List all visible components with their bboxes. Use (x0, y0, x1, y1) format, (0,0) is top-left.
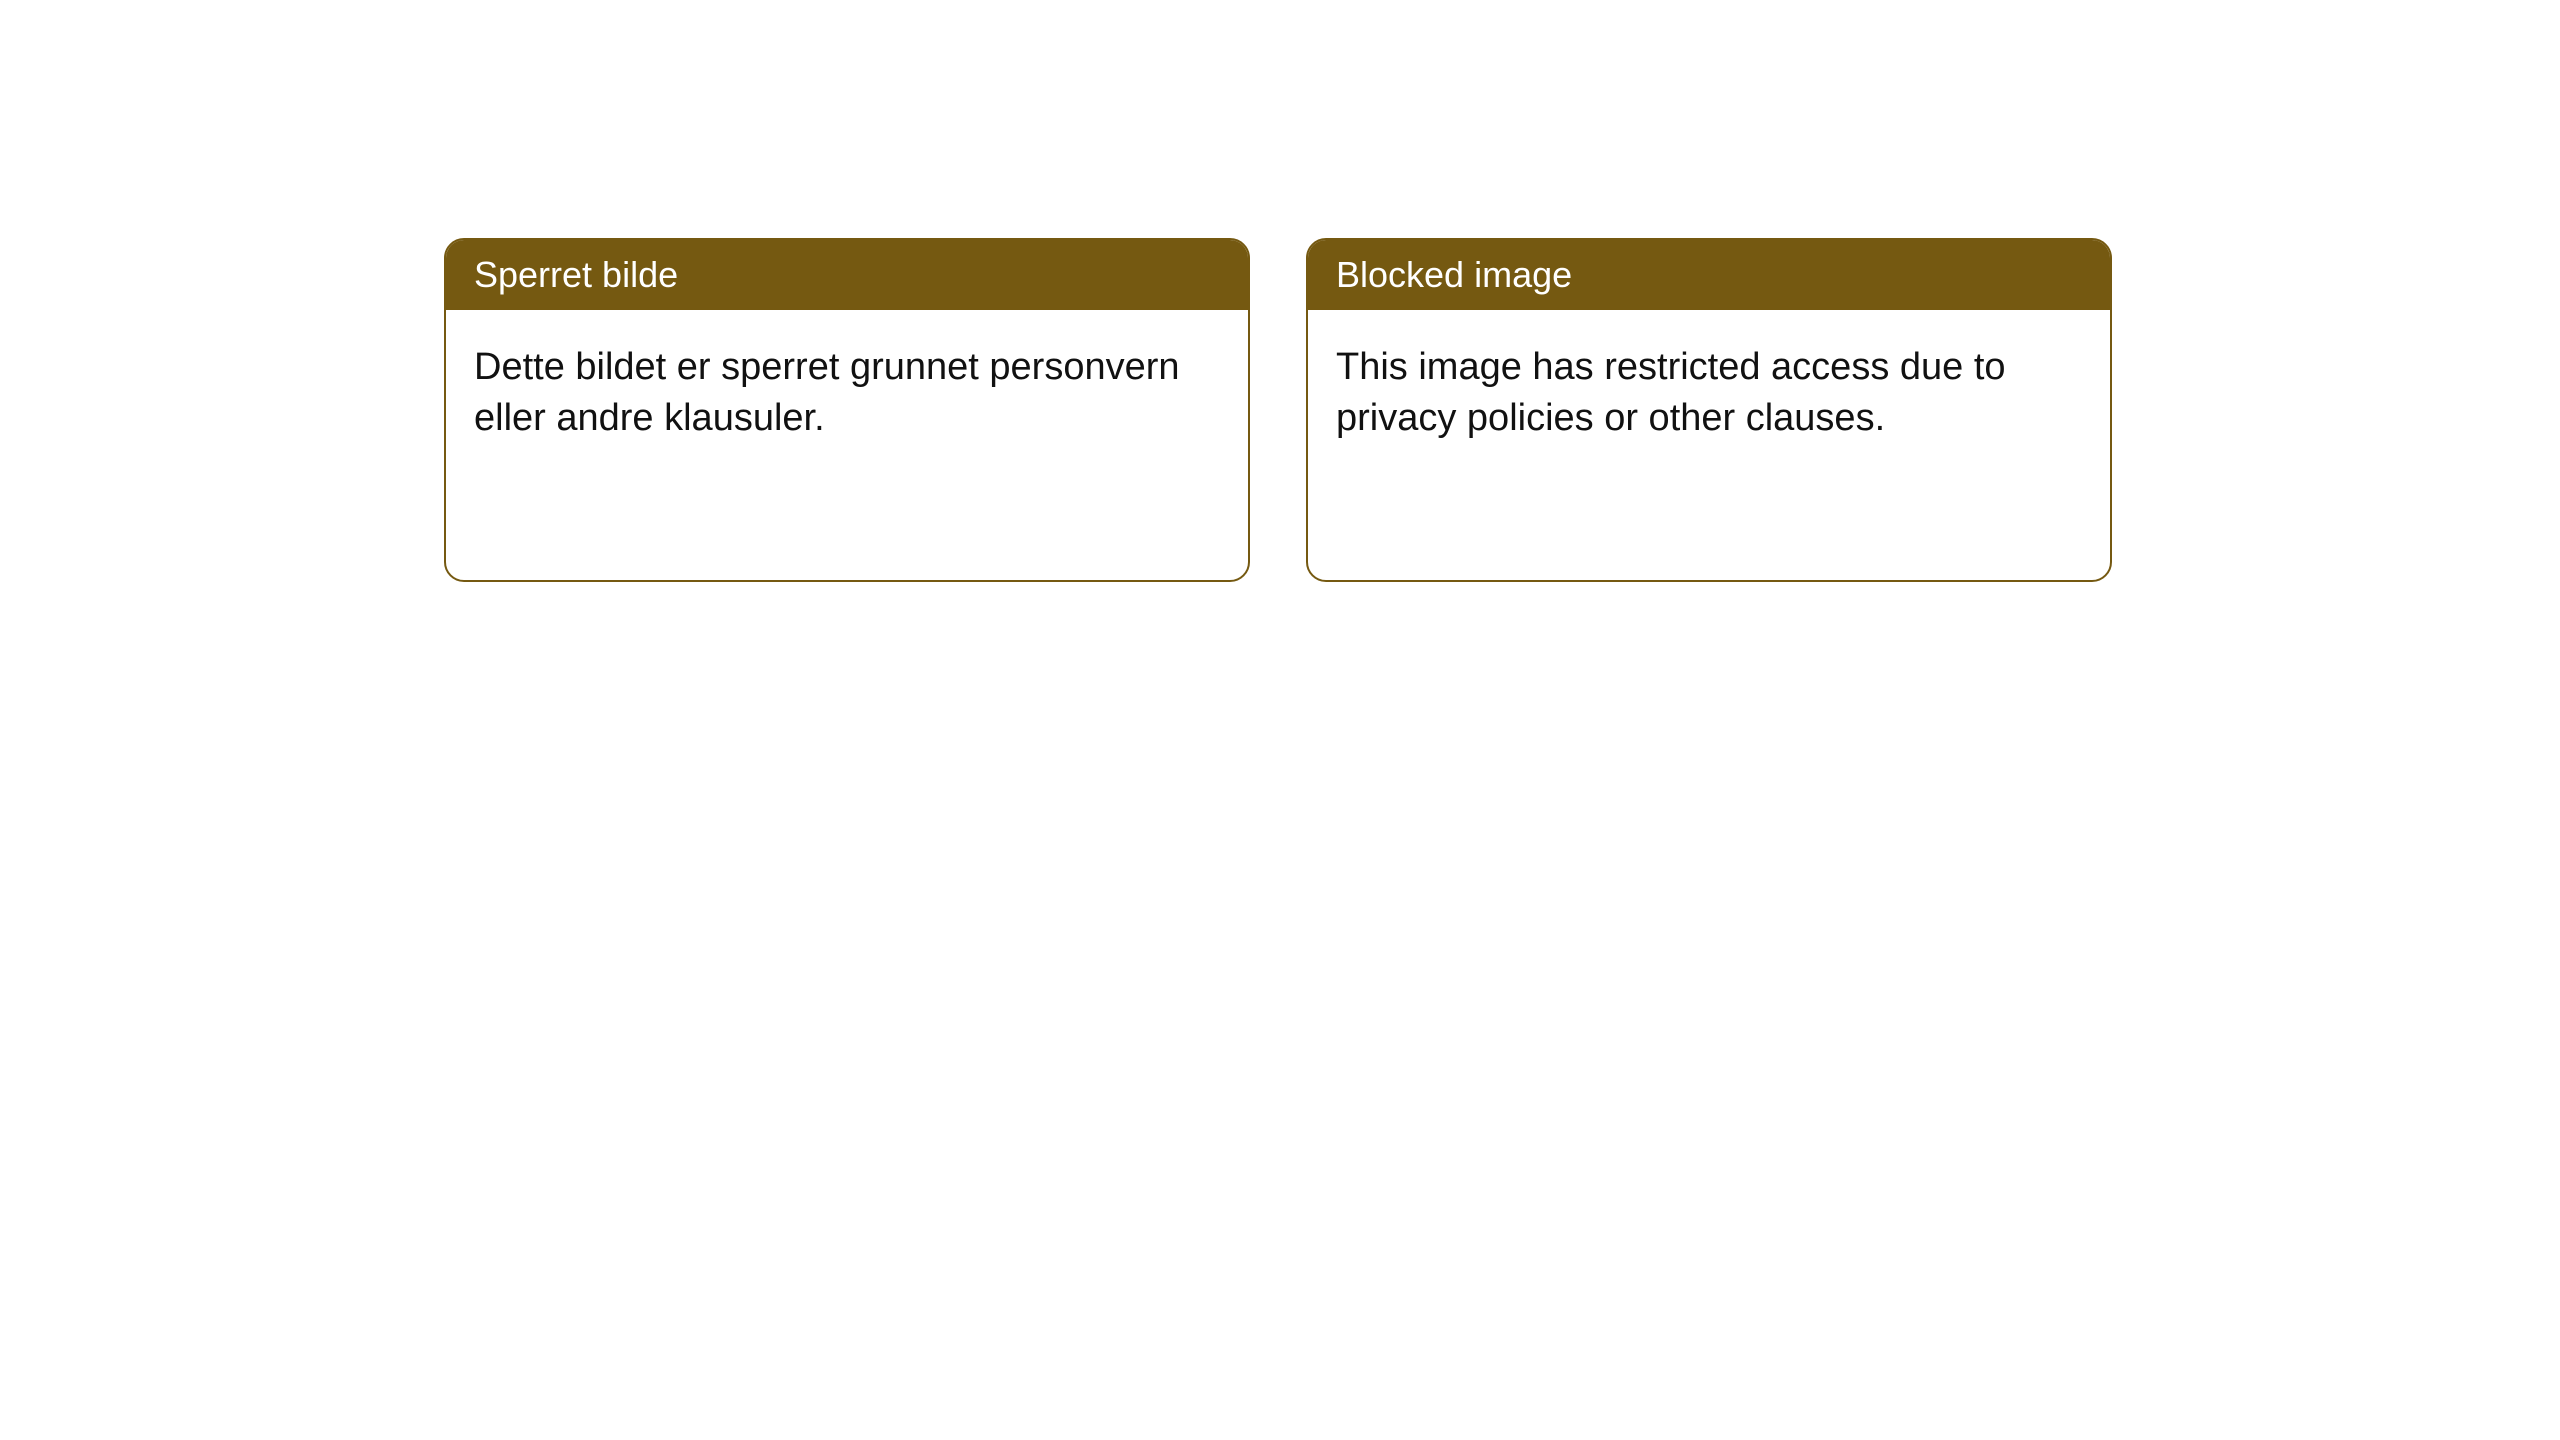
card-body-text-en: This image has restricted access due to … (1336, 346, 2006, 439)
card-header-en: Blocked image (1308, 240, 2110, 310)
card-body-en: This image has restricted access due to … (1308, 310, 2110, 580)
notice-card-en: Blocked image This image has restricted … (1306, 238, 2112, 582)
card-header-no: Sperret bilde (446, 240, 1248, 310)
card-body-text-no: Dette bildet er sperret grunnet personve… (474, 346, 1180, 439)
card-title-no: Sperret bilde (474, 254, 678, 295)
notice-cards-container: Sperret bilde Dette bildet er sperret gr… (444, 238, 2112, 582)
notice-card-no: Sperret bilde Dette bildet er sperret gr… (444, 238, 1250, 582)
card-title-en: Blocked image (1336, 254, 1572, 295)
card-body-no: Dette bildet er sperret grunnet personve… (446, 310, 1248, 580)
